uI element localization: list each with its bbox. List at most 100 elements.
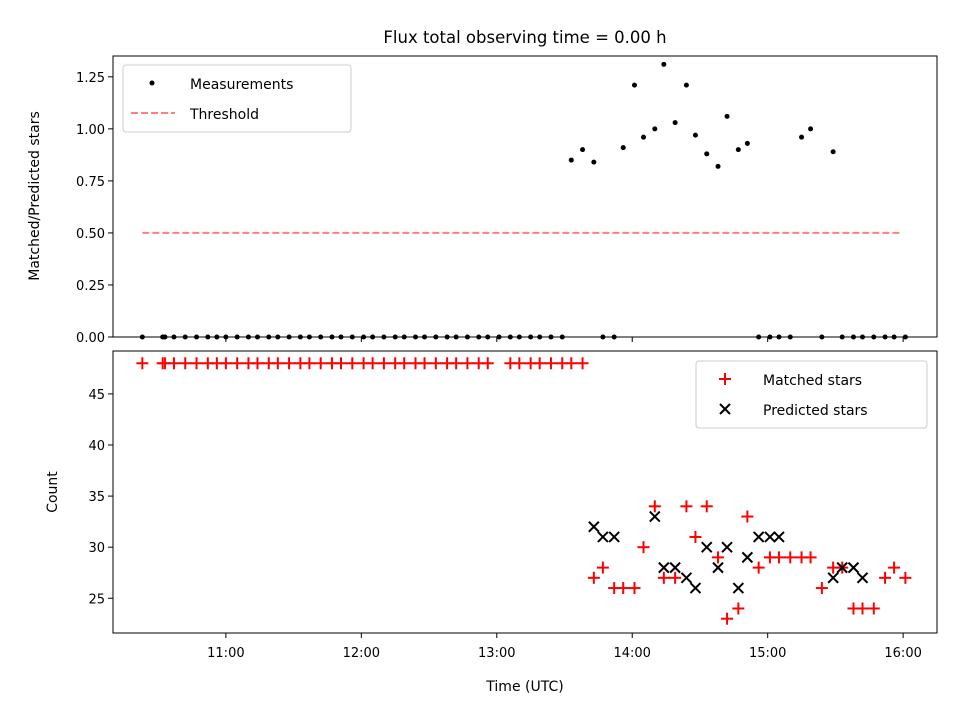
matched-star-point	[565, 357, 578, 370]
matched-star-point	[752, 561, 765, 574]
legend-measurements-label: Measurements	[190, 77, 293, 93]
matched-star-point	[815, 582, 828, 595]
matched-star-point	[303, 357, 316, 370]
bottom-y-tick-label: 25	[88, 592, 105, 607]
matched-star-point	[637, 541, 650, 554]
predicted-star-point	[712, 561, 724, 574]
matched-star-point	[899, 571, 912, 584]
matched-star-point	[689, 530, 702, 543]
measurement-point	[661, 61, 667, 67]
matched-star-point	[741, 510, 754, 523]
bottom-axes-frame	[112, 350, 938, 634]
legend-matched-marker	[719, 373, 731, 385]
matched-star-point	[251, 357, 264, 370]
x-tick-label: 14:00	[613, 646, 650, 661]
bottom-y-ticks: 25 30 35 40 45	[88, 388, 113, 607]
measurement-point	[591, 159, 597, 165]
predicted-star-point	[721, 541, 733, 553]
legend-measurements-marker	[149, 80, 155, 86]
matched-star-point	[314, 357, 327, 370]
bottom-x-ticks: 11:00 12:00 13:00 14:00 15:00 16:00	[207, 633, 922, 661]
matched-star-point	[366, 357, 379, 370]
top-y-tick-label: 0.75	[76, 175, 105, 190]
measurement-point	[799, 134, 805, 140]
measurement-point	[808, 126, 814, 132]
matched-star-point	[628, 582, 641, 595]
top-y-tick-label: 0.00	[76, 331, 105, 346]
matched-star-point	[335, 357, 348, 370]
matched-star-point	[398, 357, 411, 370]
predicted-star-point	[856, 572, 869, 584]
predicted-star-point	[701, 541, 713, 553]
x-tick-label: 15:00	[749, 646, 786, 661]
x-tick-label: 11:00	[207, 646, 244, 661]
matched-star-point	[346, 357, 359, 370]
measurement-point	[830, 149, 836, 155]
matched-star-point	[418, 357, 431, 370]
top-y-axis-label: Matched/Predicted stars	[27, 111, 43, 281]
matched-star-point	[721, 612, 734, 625]
top-y-tick-label: 0.50	[76, 227, 105, 242]
measurement-point	[672, 120, 678, 126]
matched-star-point	[587, 571, 600, 584]
top-y-tick-label: 0.25	[76, 279, 105, 294]
measurement-point	[692, 132, 698, 138]
matched-star-point	[596, 561, 609, 574]
matched-star-point	[136, 357, 149, 370]
measurement-point	[683, 82, 689, 88]
measurement-point	[631, 82, 637, 88]
measurement-point	[735, 147, 741, 153]
bottom-y-tick-label: 30	[88, 541, 105, 556]
predicted-star-point	[752, 531, 765, 543]
measurement-point	[568, 157, 574, 163]
measurement-point	[744, 140, 750, 146]
x-tick-label: 13:00	[478, 646, 515, 661]
top-legend: Measurements Threshold	[122, 64, 352, 133]
legend-predicted-marker	[719, 403, 731, 415]
top-legend-box	[122, 64, 352, 133]
top-y-tick-label: 1.00	[76, 123, 105, 138]
matched-star-point	[576, 357, 589, 370]
matched-star-point	[219, 357, 232, 370]
chart-title: Flux total observing time = 0.00 h	[383, 28, 666, 47]
matched-star-point	[732, 602, 745, 615]
matched-star-point	[450, 357, 463, 370]
bottom-y-tick-label: 40	[88, 439, 105, 454]
x-tick-label: 16:00	[884, 646, 921, 661]
measurement-point	[641, 134, 647, 140]
matched-star-point	[167, 357, 180, 370]
matched-star-point	[772, 551, 785, 564]
matched-star-point	[544, 357, 557, 370]
predicted-star-point	[608, 531, 620, 543]
matched-star-point	[190, 357, 203, 370]
matched-star-point	[669, 571, 682, 584]
matched-star-point	[617, 582, 630, 595]
matched-star-point	[856, 602, 869, 615]
matched-star-point	[879, 571, 892, 584]
predicted-star-point	[827, 572, 839, 584]
matched-star-point	[867, 602, 880, 615]
predicted-star-point	[669, 561, 681, 574]
top-x-ticks	[225, 337, 904, 342]
bottom-y-tick-label: 45	[88, 388, 105, 403]
matched-star-point	[179, 357, 192, 370]
matched-star-point	[533, 357, 546, 370]
bottom-legend: Matched stars Predicted stars	[695, 360, 928, 429]
matched-star-point	[700, 500, 713, 513]
measurement-point	[652, 126, 658, 132]
predicted-star-point	[847, 561, 860, 574]
matched-star-point	[231, 357, 244, 370]
matched-star-point	[784, 551, 797, 564]
legend-threshold-label: Threshold	[189, 107, 259, 123]
measurement-point	[724, 113, 730, 119]
measurement-point	[620, 145, 626, 151]
top-y-ticks: 0.00 0.25 0.50 0.75 1.00 1.25	[76, 71, 113, 346]
predicted-star-point	[764, 531, 776, 543]
matched-star-point	[377, 357, 390, 370]
matched-star-point	[283, 357, 296, 370]
matched-star-point	[657, 571, 670, 584]
predicted-star-point	[836, 561, 848, 574]
bottom-y-axis-label: Count	[45, 471, 61, 513]
top-axes-frame	[112, 55, 938, 338]
